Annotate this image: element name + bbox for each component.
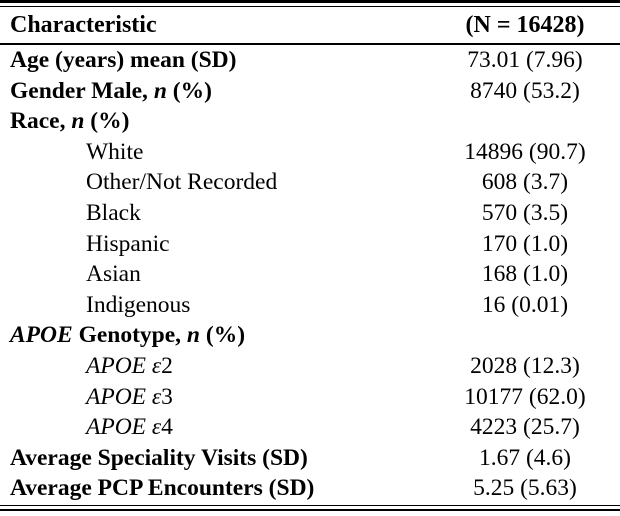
row-value: 10177 (62.0) — [464, 383, 586, 410]
table-row: Gender Male, n (%) 8740 (53.2) — [0, 76, 620, 107]
table-row: Hispanic 170 (1.0) — [0, 229, 620, 260]
bottom-rule-thick — [0, 508, 620, 512]
table-row: Average PCP Encounters (SD) 5.25 (5.63) — [0, 473, 620, 504]
row-label: Average PCP Encounters (SD) — [10, 475, 315, 502]
table-row: APOE Genotype, n (%) — [0, 320, 620, 351]
table-header-row: Characteristic (N = 16428) — [0, 7, 620, 43]
row-label: APOE ε3 — [86, 383, 173, 410]
top-rule-thick — [0, 0, 620, 3]
table-row: Black 570 (3.5) — [0, 198, 620, 229]
row-label: Age (years) mean (SD) — [10, 47, 237, 73]
bottom-rule-thin — [0, 504, 620, 506]
row-label: APOE Genotype, n (%) — [10, 322, 246, 349]
table-row: APOE ε3 10177 (62.0) — [0, 382, 620, 413]
header-characteristic: Characteristic — [10, 11, 157, 38]
row-value: 5.25 (5.63) — [473, 475, 577, 502]
row-label: Black — [86, 199, 141, 226]
row-value: 16 (0.01) — [481, 291, 569, 318]
table-row: White 14896 (90.7) — [0, 137, 620, 168]
row-value: 170 (1.0) — [481, 230, 569, 257]
table-body: Age (years) mean (SD) 73.01 (7.96) Gender … — [0, 45, 620, 504]
row-label: Other/Not Recorded — [86, 169, 278, 196]
row-value: 73.01 (7.96) — [467, 47, 583, 73]
row-label: APOE ε4 — [86, 414, 173, 441]
table-row: APOE ε2 2028 (12.3) — [0, 351, 620, 382]
row-label: Hispanic — [86, 230, 170, 257]
row-label: Asian — [86, 261, 141, 288]
table-row: Age (years) mean (SD) 73.01 (7.96) — [0, 45, 620, 76]
row-label: Gender Male, n (%) — [10, 77, 212, 104]
row-value: 608 (3.7) — [481, 169, 569, 196]
table-row: Other/Not Recorded 608 (3.7) — [0, 167, 620, 198]
row-value: 8740 (53.2) — [470, 77, 580, 104]
row-label: Average Speciality Visits (SD) — [10, 444, 308, 471]
row-label: White — [86, 138, 144, 165]
row-value: 2028 (12.3) — [470, 352, 580, 379]
header-separator-rule — [0, 43, 620, 45]
row-value: 1.67 (4.6) — [478, 444, 572, 471]
row-label: Race, n (%) — [10, 108, 130, 135]
row-label: APOE ε2 — [86, 352, 173, 379]
table-row: Average Speciality Visits (SD) 1.67 (4.6) — [0, 443, 620, 474]
row-value: 570 (3.5) — [481, 199, 569, 226]
table-row: Race, n (%) — [0, 106, 620, 137]
table-row: Indigenous 16 (0.01) — [0, 290, 620, 321]
row-value: 4223 (25.7) — [470, 414, 580, 441]
row-label: Indigenous — [86, 291, 191, 318]
table-row: Asian 168 (1.0) — [0, 259, 620, 290]
top-rule-thin — [0, 5, 620, 7]
row-value: 14896 (90.7) — [464, 138, 586, 165]
table-row: APOE ε4 4223 (25.7) — [0, 412, 620, 443]
header-n-total: (N = 16428) — [465, 11, 585, 38]
row-value: 168 (1.0) — [481, 261, 569, 288]
